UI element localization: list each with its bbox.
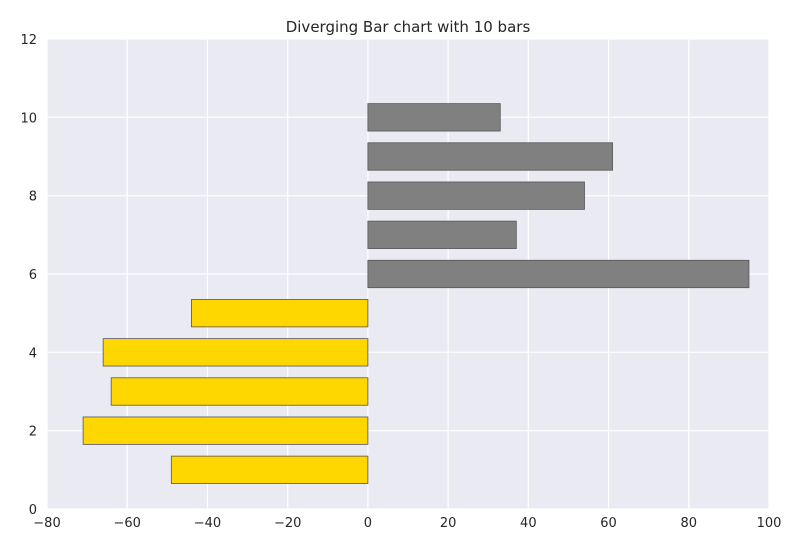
bar-9	[367, 142, 613, 171]
y-tick-label: 10	[20, 111, 37, 126]
y-tick-label: 8	[29, 190, 37, 205]
x-tick-label: 60	[600, 516, 617, 531]
x-tick-label: −40	[194, 516, 221, 531]
bar-4	[102, 338, 369, 367]
x-tick-label: 40	[520, 516, 537, 531]
chart-title: Diverging Bar chart with 10 bars	[286, 18, 531, 36]
x-tick-label: 80	[681, 516, 698, 531]
bar-10	[367, 103, 501, 132]
x-axis-ticks: −80 −60 −40 −20 0 20 40 60 80 100	[33, 516, 781, 531]
bar-6	[367, 259, 750, 289]
bar-3	[110, 377, 369, 406]
y-tick-label: 0	[29, 503, 37, 518]
x-tick-label: 100	[757, 516, 782, 531]
bar-8	[367, 181, 585, 210]
bar-1	[170, 455, 369, 484]
y-tick-label: 4	[29, 346, 37, 361]
bar-2	[82, 416, 369, 445]
y-tick-label: 2	[29, 425, 37, 440]
x-tick-label: −80	[33, 516, 60, 531]
y-axis-ticks: 0 2 4 6 8 10 12	[20, 33, 37, 518]
bar-7	[367, 220, 517, 249]
x-tick-label: −60	[114, 516, 141, 531]
x-tick-label: −20	[274, 516, 301, 531]
y-tick-label: 12	[20, 33, 37, 48]
y-tick-label: 6	[29, 268, 37, 283]
x-tick-label: 20	[440, 516, 457, 531]
bars	[82, 103, 750, 484]
bar-5	[190, 299, 369, 328]
x-tick-label: 0	[364, 516, 372, 531]
